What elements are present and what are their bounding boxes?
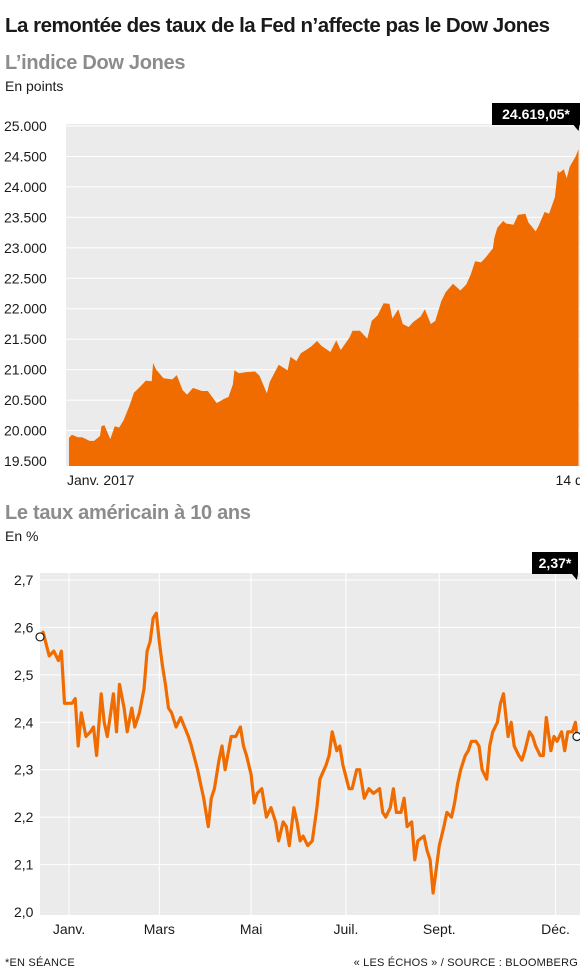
y-tick-label: 20.000 bbox=[4, 423, 47, 439]
y-tick-label: 2,3 bbox=[14, 762, 34, 778]
page-title: La remontée des taux de la Fed n’affecte… bbox=[5, 14, 550, 37]
y-tick-label: 23.500 bbox=[4, 209, 47, 225]
y-tick-label: 2,1 bbox=[14, 857, 34, 873]
last-value-badge: 24.619,05* bbox=[492, 103, 580, 131]
x-tick-label: Mars bbox=[144, 921, 175, 937]
y-tick-label: 2,6 bbox=[14, 619, 34, 635]
y-tick-label: 2,0 bbox=[14, 904, 34, 920]
badge-label: 2,37* bbox=[539, 555, 572, 571]
badge-box bbox=[492, 103, 580, 125]
y-tick-label: 24.500 bbox=[4, 148, 47, 164]
y-tick-label: 21.500 bbox=[4, 331, 47, 347]
badge-label: 24.619,05* bbox=[502, 106, 570, 122]
y-tick-label: 23.000 bbox=[4, 240, 47, 256]
x-tick-label: Janv. bbox=[53, 921, 85, 937]
y-tick-label: 22.000 bbox=[4, 301, 47, 317]
dow-area bbox=[69, 149, 579, 466]
y-tick-label: 2,2 bbox=[14, 809, 34, 825]
badge-box bbox=[532, 552, 578, 574]
dow-chart-title: L’indice Dow Jones bbox=[5, 52, 186, 74]
ten-year-rate-chart: 2,0 2,1 2,2 2,3 2,4 2,5 2,6 2,7 Janv. Mars Mai Juil… bbox=[14, 552, 580, 937]
y-tick-label: 24.000 bbox=[4, 179, 47, 195]
source-credit: « LES ÉCHOS » / SOURCE : BLOOMBERG bbox=[353, 957, 578, 969]
dow-jones-chart: 19.500 20.000 20.500 21.000 21.500 22.000 22.5… bbox=[4, 103, 580, 488]
x-tick-label: Sept. bbox=[423, 921, 456, 937]
x-tick-label: Juil. bbox=[333, 921, 358, 937]
x-tick-label: Janv. 2017 bbox=[67, 472, 135, 488]
last-value-badge: 2,37* bbox=[532, 552, 578, 580]
rate-line bbox=[38, 611, 579, 895]
x-tick-label: Déc. bbox=[541, 921, 570, 937]
start-point-marker bbox=[35, 632, 45, 642]
end-point-marker bbox=[572, 731, 580, 742]
badge-pointer bbox=[571, 574, 578, 580]
y-tick-label: 21.000 bbox=[4, 362, 47, 378]
footnote: *EN SÉANCE bbox=[5, 957, 75, 969]
rate-chart-title: Le taux américain à 10 ans bbox=[5, 502, 251, 524]
plot-background bbox=[40, 573, 580, 915]
y-tick-label: 22.500 bbox=[4, 270, 47, 286]
y-tick-label: 2,7 bbox=[14, 572, 34, 588]
y-tick-label: 2,5 bbox=[14, 667, 34, 683]
x-tick-label: Mai bbox=[240, 921, 263, 937]
y-tick-label: 25.000 bbox=[4, 118, 47, 134]
badge-pointer bbox=[573, 125, 580, 131]
x-tick-label: 14 déc. bbox=[556, 472, 580, 488]
y-tick-label: 19.500 bbox=[4, 453, 47, 469]
y-tick-label: 2,4 bbox=[14, 714, 34, 730]
y-tick-label: 20.500 bbox=[4, 392, 47, 408]
dow-unit-label: En points bbox=[5, 78, 64, 94]
rate-unit-label: En % bbox=[5, 528, 39, 544]
